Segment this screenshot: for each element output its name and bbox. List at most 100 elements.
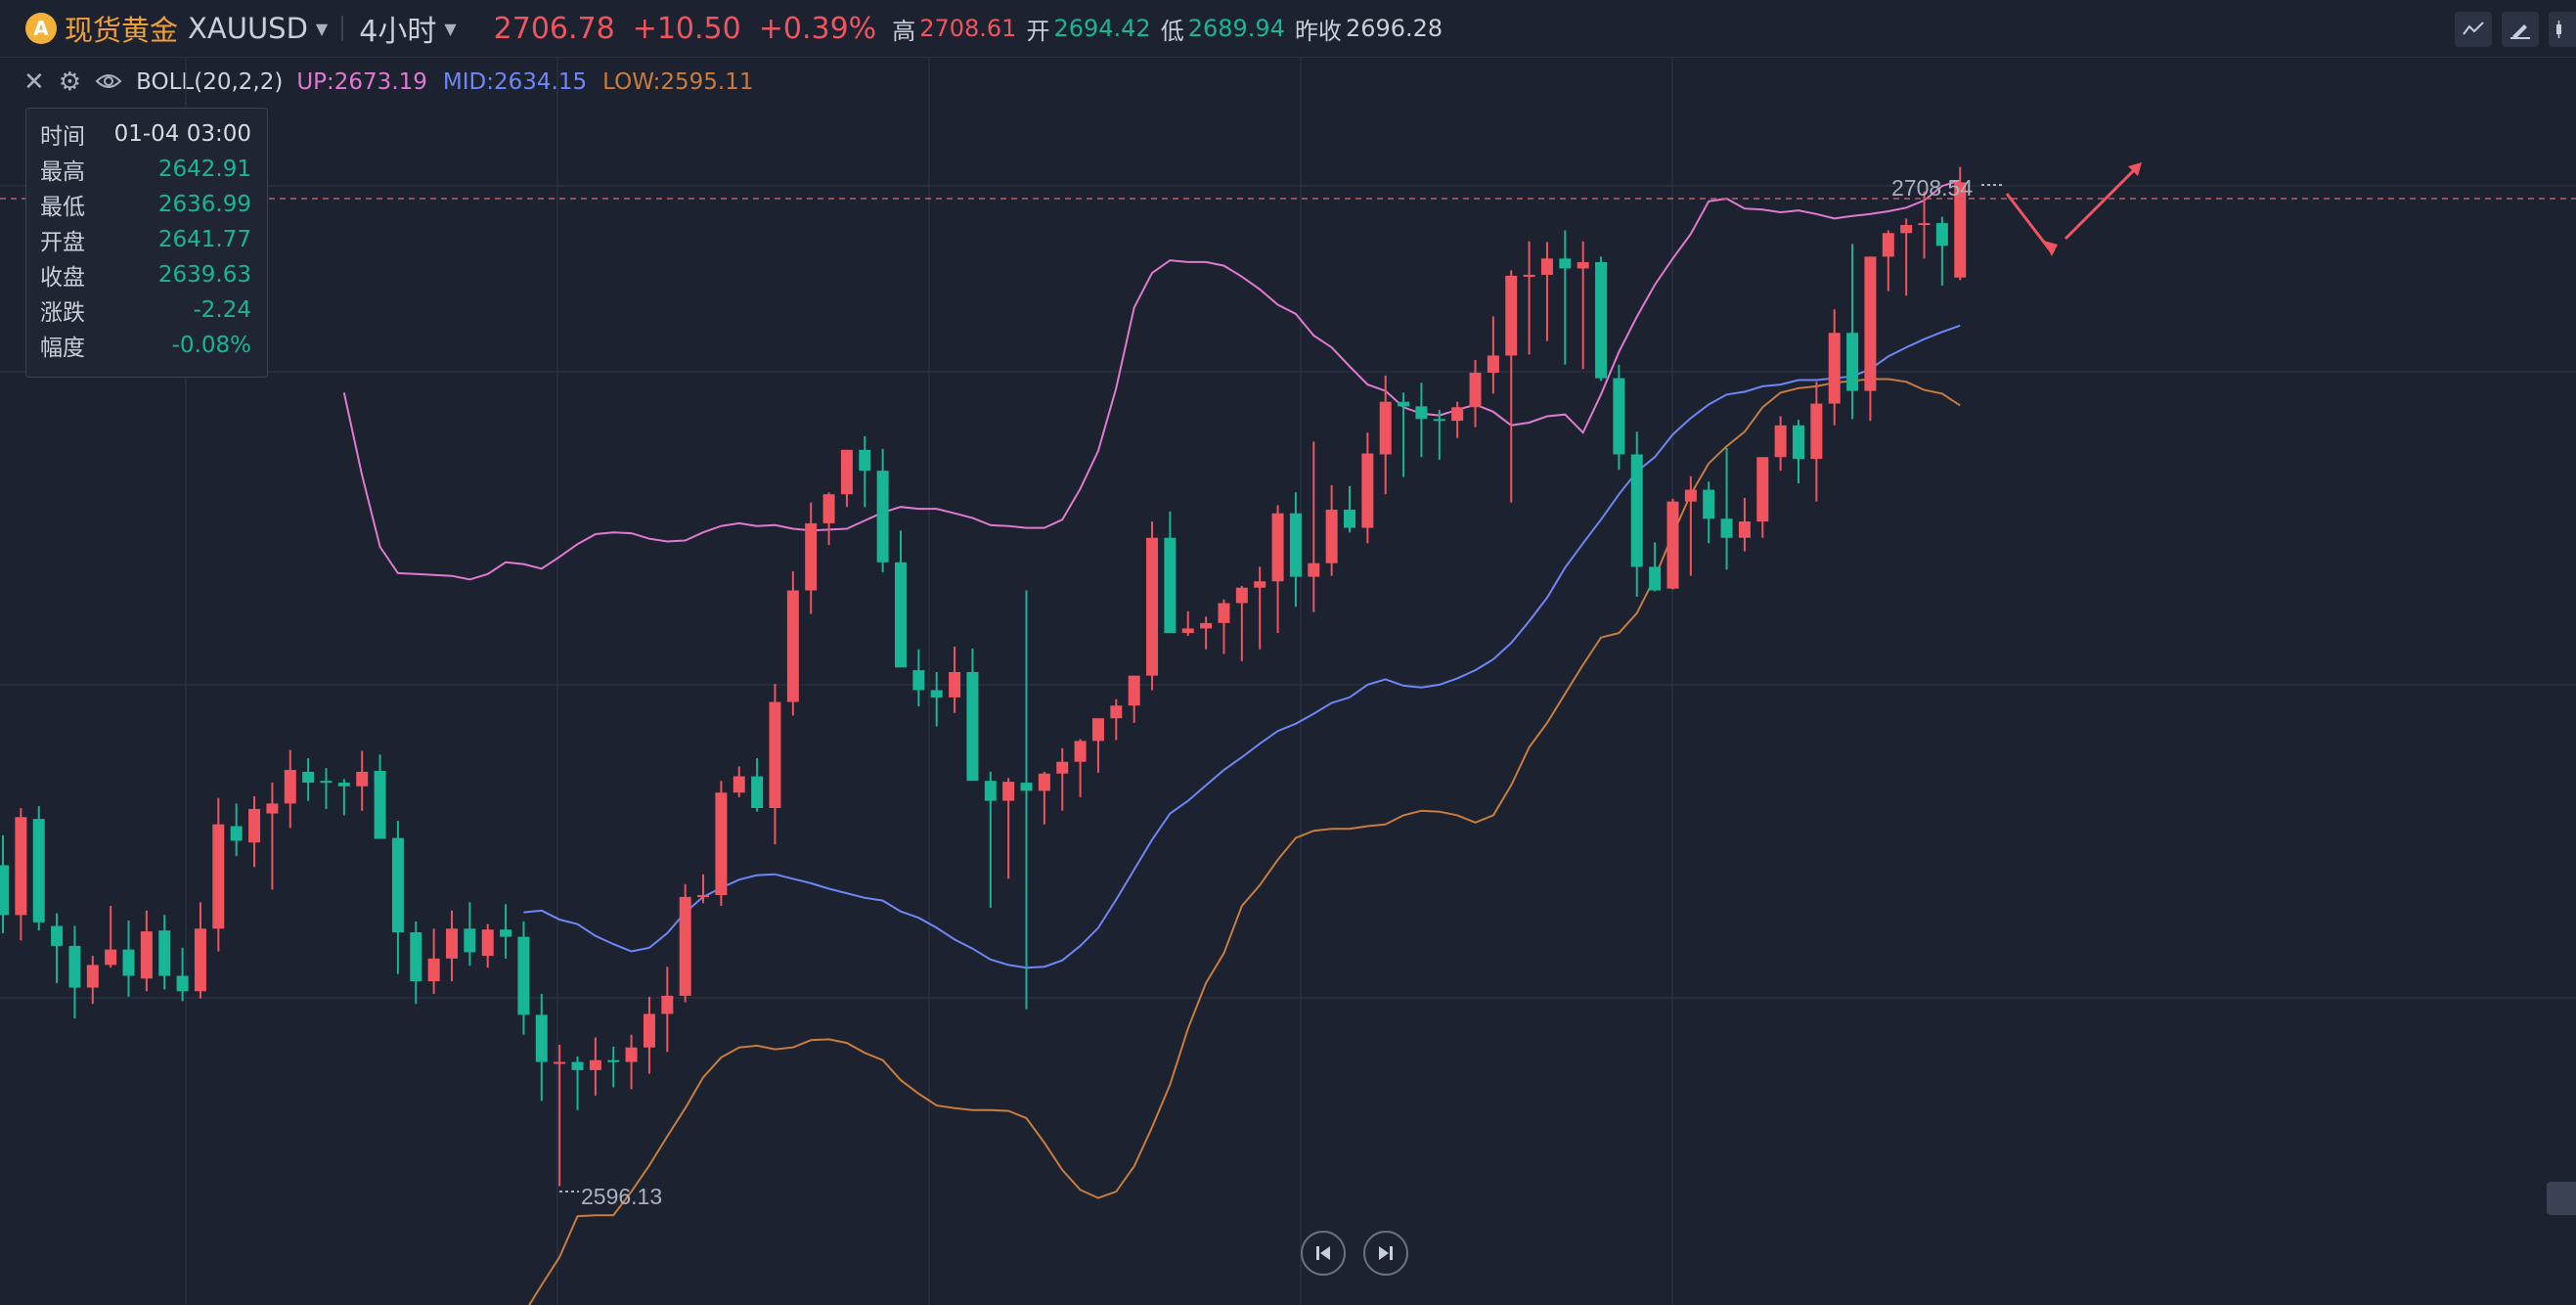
candle-body-86 <box>1540 258 1553 275</box>
candle-body-96 <box>1720 518 1733 538</box>
candle-body-27 <box>481 929 494 957</box>
candle-body-93 <box>1666 501 1679 589</box>
period-selector[interactable]: 4小时 <box>359 15 437 49</box>
candlestick-chart[interactable]: 2708.54 2596.13 <box>0 57 2576 1305</box>
candle-body-34 <box>607 1059 620 1062</box>
candle-body-43 <box>769 701 781 808</box>
candle-body-20 <box>356 771 369 787</box>
trend-arrowhead-down <box>2044 241 2058 256</box>
candle-body-65 <box>1164 537 1177 634</box>
chevron-down-icon[interactable]: ▼ <box>444 19 457 38</box>
candle-body-26 <box>464 928 476 953</box>
candle-body-109 <box>1954 182 1967 278</box>
candle-body-54 <box>966 671 979 782</box>
tooltip-row-time: 时间 01-04 03:00 <box>40 121 251 150</box>
prev-close-value: 2696.28 <box>1345 15 1443 42</box>
candle-body-5 <box>86 965 99 988</box>
candle-body-63 <box>1128 675 1140 706</box>
boll-up-line <box>342 179 1961 581</box>
boll-low-line <box>527 378 1961 1305</box>
candle-body-4 <box>68 945 81 988</box>
candle-body-70 <box>1254 581 1266 588</box>
candle-body-78 <box>1398 401 1410 407</box>
candle-body-6 <box>105 949 117 966</box>
candle-body-105 <box>1882 233 1894 257</box>
candle-body-51 <box>912 670 925 691</box>
candle-body-74 <box>1325 510 1338 563</box>
ohlc-tooltip: 时间 01-04 03:00 最高 2642.91 最低 2636.99 开盘 2641… <box>25 108 268 378</box>
candle-body-21 <box>374 770 386 839</box>
candle-body-58 <box>1038 773 1050 791</box>
candle-body-37 <box>661 995 674 1014</box>
candle-body-41 <box>733 776 745 793</box>
candle-body-62 <box>1110 705 1123 719</box>
header-bar: A 现货黄金 XAUUSD ▼ 4小时 ▼ 2706.78 +10.50 +0.… <box>0 0 2576 58</box>
candle-body-107 <box>1918 223 1931 226</box>
candle-body-13 <box>230 826 243 841</box>
eye-icon[interactable] <box>95 68 122 97</box>
candle-body-73 <box>1308 562 1320 577</box>
max-price-label: 2708.54 <box>1891 175 1973 201</box>
boll-up-value: UP:2673.19 <box>296 69 427 95</box>
candle-body-39 <box>697 894 710 897</box>
price-change: +10.50 <box>632 11 741 46</box>
candle-body-9 <box>158 930 171 976</box>
draw-icon[interactable] <box>2502 12 2539 47</box>
candle-body-16 <box>284 770 296 804</box>
candle-body-45 <box>805 522 818 591</box>
candle-body-103 <box>1846 333 1859 391</box>
skip-forward-button[interactable] <box>1363 1231 1408 1276</box>
candle-body-84 <box>1505 275 1518 356</box>
candle-body-102 <box>1828 333 1841 404</box>
skip-back-button[interactable] <box>1301 1231 1346 1276</box>
candle-body-101 <box>1810 403 1823 460</box>
candle-body-35 <box>625 1047 638 1062</box>
trend-arrow-down <box>2005 193 2054 253</box>
open-label: 开 <box>1026 17 1050 45</box>
candle-body-28 <box>500 929 512 937</box>
trend-arrowhead-up <box>2128 162 2142 176</box>
candle-body-95 <box>1703 489 1715 519</box>
candle-body-97 <box>1738 521 1751 538</box>
candle-body-3 <box>51 925 64 946</box>
candle-body-23 <box>410 932 422 982</box>
indicator-legend: ✕ ⚙ BOLL(20,2,2) UP:2673.19 MID:2634.15 … <box>23 67 753 98</box>
candle-body-88 <box>1577 261 1589 269</box>
indicator-icon[interactable] <box>2455 12 2492 47</box>
tooltip-row-open: 开盘 2641.77 <box>40 227 251 255</box>
candle-body-40 <box>715 792 728 895</box>
candle-body-22 <box>391 837 404 932</box>
candle-type-icon[interactable] <box>2549 12 2576 47</box>
candle-body-79 <box>1415 406 1428 420</box>
high-value: 2708.61 <box>919 15 1017 42</box>
boll-low-value: LOW:2595.11 <box>602 69 754 95</box>
indicator-name[interactable]: BOLL(20,2,2) <box>136 69 284 95</box>
candle-body-15 <box>266 803 279 814</box>
chevron-down-icon[interactable]: ▼ <box>315 19 329 38</box>
candle-body-57 <box>1020 783 1033 791</box>
candle-body-29 <box>517 936 530 1015</box>
min-price-label: 2596.13 <box>581 1184 662 1209</box>
symbol-name[interactable]: 现货黄金 <box>65 14 179 47</box>
candle-body-82 <box>1469 373 1482 408</box>
candle-body-49 <box>876 471 889 562</box>
candle-body-100 <box>1793 425 1804 460</box>
symbol-code[interactable]: XAUUSD <box>188 12 308 45</box>
price-change-pct: +0.39% <box>758 11 877 46</box>
tooltip-row-high: 最高 2642.91 <box>40 157 251 185</box>
candle-body-85 <box>1523 274 1535 277</box>
settings-icon[interactable]: ⚙ <box>58 68 82 97</box>
alert-bell-icon[interactable] <box>2547 1182 2576 1215</box>
tooltip-row-change: 涨跌 -2.24 <box>40 297 251 326</box>
candle-body-83 <box>1487 355 1499 374</box>
candle-body-24 <box>427 958 440 982</box>
boll-mid-line <box>523 324 1961 969</box>
candles <box>0 166 1967 1187</box>
tooltip-row-pct: 幅度 -0.08% <box>40 333 251 361</box>
candle-body-48 <box>859 449 871 472</box>
close-icon[interactable]: ✕ <box>23 68 45 97</box>
candle-body-50 <box>895 562 907 668</box>
candle-body-56 <box>1002 782 1015 801</box>
trend-arrow-up <box>2064 162 2142 241</box>
chart-toolbar <box>2455 12 2576 47</box>
